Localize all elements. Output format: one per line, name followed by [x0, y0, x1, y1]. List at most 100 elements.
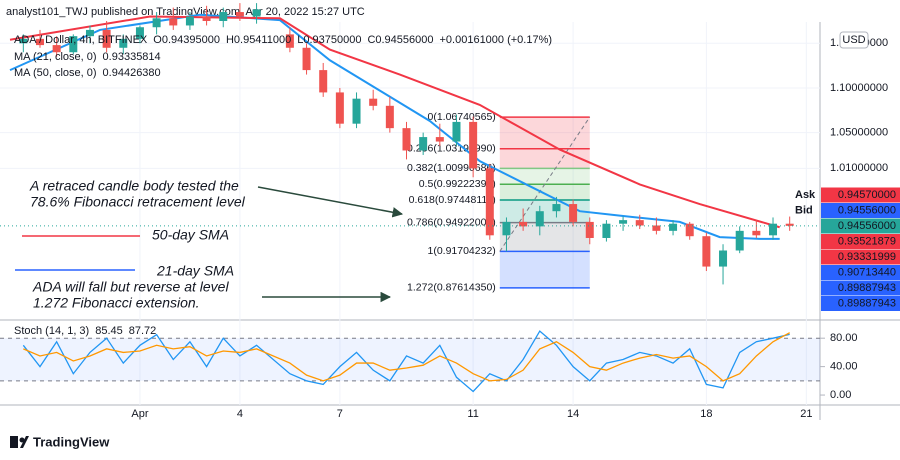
price-tag-value: 0.94556000 — [838, 204, 896, 216]
candle-body — [552, 204, 561, 212]
oscillator-line — [22, 330, 790, 393]
candle-body — [602, 223, 611, 238]
candle-body — [185, 16, 194, 26]
candle-body — [752, 230, 761, 236]
fib-trend — [499, 116, 591, 252]
fib-label: 0.618(0.97448111) — [409, 194, 496, 206]
fib-label: 0(1.06740565) — [427, 111, 495, 123]
candle-body — [385, 105, 394, 129]
legend-value: 0.93335814 — [103, 51, 161, 63]
price-tag-value: 0.94570000 — [838, 189, 896, 201]
fib-band — [499, 117, 590, 149]
candle-body — [285, 34, 294, 48]
legend-value: 85.45 — [95, 325, 123, 337]
y-tick-label: 1.01000000 — [830, 162, 888, 174]
candle-body — [785, 223, 794, 226]
fib-band — [499, 184, 590, 201]
legend-value: C0.94556000 — [367, 34, 433, 46]
price-tag-value: 0.90713440 — [838, 266, 896, 278]
currency: USD — [842, 34, 865, 46]
annotation: 78.6% Fibonacci retracement level — [30, 194, 246, 210]
candle-body — [635, 220, 644, 226]
candle-body — [35, 38, 44, 46]
currency-box — [839, 31, 869, 49]
candle-body — [52, 45, 61, 53]
candle-body — [652, 225, 661, 231]
annotation: 21-day SMA — [156, 263, 234, 279]
price-tag-value: 0.89887943 — [838, 282, 896, 294]
candle-body — [202, 16, 211, 21]
candle-body — [219, 12, 228, 21]
candle-body — [152, 18, 161, 28]
legend-value: H0.95411000 — [226, 34, 291, 46]
oscillator-band — [0, 338, 820, 381]
price-tag — [821, 218, 900, 234]
fib-label: 1.272(0.87614350) — [407, 282, 496, 294]
candle-body — [569, 204, 578, 222]
candle-body — [469, 121, 478, 169]
price-tag — [821, 296, 900, 311]
legend-value: +0.00161000 (+0.17%) — [440, 34, 553, 46]
annotation: 1.272 Fibonacci extension. — [33, 295, 200, 311]
x-tick-label: Apr — [131, 408, 148, 420]
candle-body — [702, 236, 711, 267]
candle-body — [502, 221, 511, 236]
x-tick-label: 11 — [467, 408, 478, 420]
annotation: 50-day SMA — [152, 227, 229, 243]
y-tick-label: 1.05000000 — [830, 127, 888, 139]
price-tag-value: 0.89887943 — [838, 297, 896, 309]
candle-body — [169, 18, 178, 26]
candle-body — [135, 27, 144, 39]
price-tag-label: Ask — [795, 189, 816, 201]
y-tick-label: 40.00 — [830, 361, 858, 373]
price-tag-label: Bid — [795, 204, 813, 216]
candle-body — [335, 92, 344, 124]
footer: TradingView — [33, 434, 110, 449]
x-tick-label: 14 — [567, 408, 579, 420]
fib-band — [499, 251, 590, 288]
logo-mark — [10, 436, 18, 448]
legend-entry: MA (21, close, 0) — [14, 51, 97, 63]
fib-band — [499, 168, 590, 185]
legend-symbol: ADA / Dollar, 4h, BITFINEX — [14, 34, 148, 46]
price-tag — [821, 265, 900, 280]
fib-label: 0.5(0.99222399) — [419, 178, 496, 190]
candle-body — [535, 211, 544, 227]
candle-body — [719, 250, 728, 267]
moving-average — [9, 15, 780, 229]
fib-band — [499, 222, 590, 252]
y-tick-label: 1.10000000 — [830, 82, 888, 94]
price-tag — [821, 203, 900, 218]
candle-body — [769, 223, 778, 236]
price-tag — [821, 280, 900, 296]
x-tick-label: 21 — [800, 408, 812, 420]
candle-body — [485, 168, 494, 236]
x-tick-label: 4 — [237, 408, 243, 420]
candle-body — [119, 38, 128, 48]
annotation: ADA will fall but reverse at level — [32, 279, 229, 295]
candle-body — [352, 98, 361, 124]
logo-mark — [20, 436, 29, 448]
price-tag-value: 0.94556000 — [838, 220, 896, 232]
candle-body — [369, 98, 378, 106]
fib-label: 0.382(1.00996686) — [407, 162, 496, 174]
annotation-arrow — [257, 186, 404, 218]
legend-entry: MA (50, close, 0) — [14, 67, 97, 79]
candle-body — [419, 137, 428, 151]
logo — [10, 436, 29, 448]
oscillator-label: Stoch (14, 1, 3) — [14, 325, 89, 337]
candle-body — [435, 137, 444, 142]
fib-label: 1(0.91704232) — [427, 245, 495, 257]
y-tick-label: 80.00 — [830, 332, 858, 344]
candle-body — [735, 230, 744, 251]
candle-body — [519, 221, 528, 227]
candle-body — [85, 29, 94, 37]
candle-body — [19, 38, 28, 44]
candle-body — [402, 128, 411, 151]
oscillator-line — [23, 332, 790, 382]
legend-value: L0.93750000 — [297, 34, 361, 46]
x-tick-label: 18 — [700, 408, 712, 420]
candle-body — [685, 223, 694, 237]
